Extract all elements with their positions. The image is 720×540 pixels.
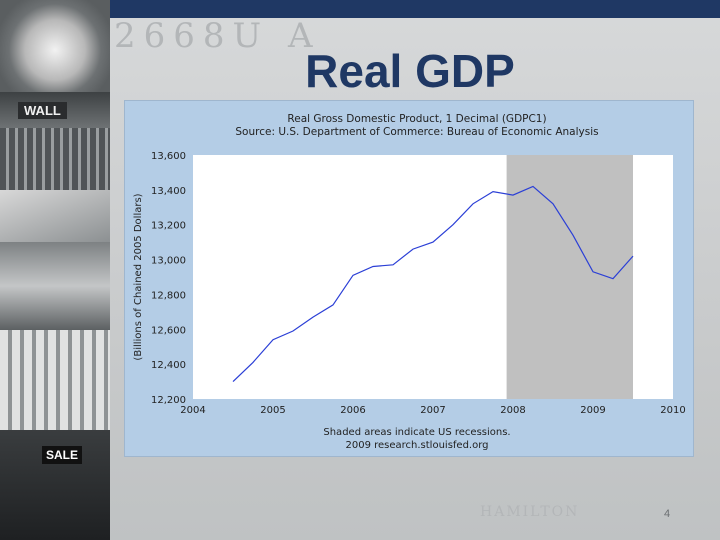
background-hamilton-text: HAMILTON: [480, 504, 580, 520]
x-tick-label: 2004: [180, 405, 205, 416]
y-tick-label: 13,000: [151, 256, 186, 267]
gdp-chart-svg: Real Gross Domestic Product, 1 Decimal (…: [133, 113, 686, 451]
y-tick-label: 12,800: [151, 290, 186, 301]
currency-image: [0, 190, 110, 242]
x-tick-label: 2005: [260, 405, 285, 416]
x-tick-label: 2008: [500, 405, 525, 416]
trading-floor-image: [0, 242, 110, 330]
background-serial-text: 2668U A: [114, 16, 321, 56]
x-tick-label: 2010: [660, 405, 685, 416]
chart-subtitle: Source: U.S. Department of Commerce: Bur…: [235, 126, 598, 138]
y-tick-labels: 12,200 12,400 12,600 12,800 13,000 13,200 13,4…: [151, 151, 186, 406]
x-tick-label: 2006: [340, 405, 365, 416]
x-tick-labels: 2004 2005 2006 2007 2008 2009 2010: [180, 405, 685, 416]
x-tick-label: 2007: [420, 405, 445, 416]
y-tick-label: 12,400: [151, 360, 186, 371]
sale-sign-text: SALE: [42, 446, 83, 464]
chart-footnote-source: 2009 research.stlouisfed.org: [345, 440, 488, 451]
y-tick-label: 12,200: [151, 395, 186, 406]
chart-footnote-recessions: Shaded areas indicate US recessions.: [323, 427, 510, 438]
chart-title: Real Gross Domestic Product, 1 Decimal (…: [287, 113, 546, 125]
top-band: [110, 0, 720, 18]
y-tick-label: 13,400: [151, 186, 186, 197]
y-tick-label: 12,600: [151, 325, 186, 336]
shopping-image: SALE: [0, 430, 110, 540]
buildings-image: [0, 128, 110, 190]
photo-collage-strip: WALL SALE: [0, 0, 110, 540]
slide-title: Real GDP: [305, 45, 515, 97]
wall-street-sign-text: WALL: [18, 102, 67, 119]
y-tick-label: 13,600: [151, 151, 186, 162]
federal-building-image: [0, 330, 110, 430]
gdp-chart: Real Gross Domestic Product, 1 Decimal (…: [124, 100, 694, 457]
gdp-series-line: [232, 185, 634, 383]
y-tick-label: 13,200: [151, 221, 186, 232]
wall-street-sign-image: WALL: [0, 92, 110, 128]
globe-image: [0, 0, 110, 92]
x-tick-label: 2009: [580, 405, 605, 416]
page-number: 4: [664, 508, 671, 520]
recession-shading: [506, 155, 633, 399]
y-axis-label: (Billions of Chained 2005 Dollars): [133, 193, 144, 360]
